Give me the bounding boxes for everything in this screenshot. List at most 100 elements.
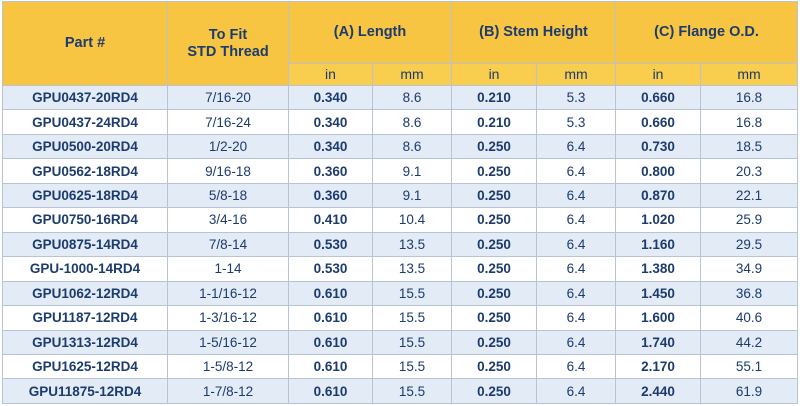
table-row: GPU0562-18RD4 9/16-18 0.360 9.1 0.250 6.4 0.80…	[2, 158, 799, 184]
cell-length-in: 0.610	[288, 305, 373, 331]
cell-length-mm: 10.4	[371, 207, 453, 233]
cell-flange-in: 1.020	[615, 207, 702, 233]
cell-flange-in: 1.600	[615, 305, 702, 331]
cell-stem-in: 0.250	[451, 207, 538, 233]
cell-stem-in: 0.250	[451, 280, 538, 307]
cell-length-mm: 9.1	[371, 158, 453, 184]
cell-length-mm: 15.5	[371, 353, 453, 380]
cell-stem-in: 0.250	[451, 305, 538, 331]
cell-length-mm: 13.5	[371, 256, 453, 282]
table-row: GPU0437-24RD4 7/16-24 0.340 8.6 0.210 5.3 0.66…	[2, 109, 799, 135]
cell-part-number: GPU0437-24RD4	[2, 109, 168, 135]
cell-length-in: 0.410	[288, 207, 373, 233]
table-header: Part # To Fit STD Thread (A) Length (B) …	[2, 1, 799, 86]
cell-stem-in: 0.250	[451, 158, 538, 184]
cell-part-number: GPU1187-12RD4	[2, 305, 168, 331]
cell-length-in: 0.530	[288, 256, 373, 282]
table-row: GPU0437-20RD4 7/16-20 0.340 8.6 0.210 5.3 0.66…	[2, 84, 799, 111]
cell-flange-mm: 20.3	[700, 158, 799, 184]
cell-part-number: GPU0500-20RD4	[2, 133, 168, 160]
cell-length-in: 0.340	[288, 109, 373, 135]
cell-flange-in: 0.800	[615, 158, 702, 184]
cell-flange-in: 0.730	[615, 133, 702, 160]
cell-length-mm: 15.5	[371, 329, 453, 355]
header-length: (A) Length	[287, 1, 453, 64]
cell-thread: 7/16-24	[167, 109, 289, 135]
cell-flange-in: 2.170	[615, 353, 702, 380]
cell-stem-mm: 6.4	[536, 329, 617, 355]
cell-length-in: 0.610	[288, 353, 373, 380]
table-row: GPU-1000-14RD4 1-14 0.530 13.5 0.250 6.4 1.380…	[2, 256, 799, 282]
cell-part-number: GPU11875-12RD4	[2, 378, 168, 404]
cell-flange-mm: 55.1	[700, 353, 799, 380]
cell-length-in: 0.340	[288, 133, 373, 160]
cell-flange-in: 1.740	[615, 329, 702, 355]
cell-length-mm: 15.5	[371, 305, 453, 331]
cell-flange-mm: 36.8	[700, 280, 799, 307]
cell-part-number: GPU1062-12RD4	[2, 280, 168, 307]
cell-stem-mm: 6.4	[536, 353, 617, 380]
cell-stem-mm: 6.4	[536, 133, 617, 160]
unit-stem-mm: mm	[536, 63, 617, 86]
cell-flange-mm: 22.1	[700, 182, 799, 209]
cell-stem-in: 0.250	[451, 329, 538, 355]
cell-stem-mm: 6.4	[536, 207, 617, 233]
cell-thread: 7/8-14	[167, 231, 289, 258]
header-thread-line2: STD Thread	[187, 43, 269, 60]
cell-stem-mm: 6.4	[536, 305, 617, 331]
cell-stem-in: 0.250	[451, 182, 538, 209]
cell-flange-mm: 16.8	[700, 84, 799, 111]
cell-part-number: GPU0625-18RD4	[2, 182, 168, 209]
cell-length-mm: 9.1	[371, 182, 453, 209]
cell-flange-mm: 16.8	[700, 109, 799, 135]
cell-flange-in: 1.450	[615, 280, 702, 307]
cell-flange-in: 1.160	[615, 231, 702, 258]
cell-length-mm: 15.5	[371, 280, 453, 307]
cell-length-mm: 8.6	[371, 109, 453, 135]
table-row: GPU1062-12RD4 1-1/16-12 0.610 15.5 0.250 6.4 1…	[2, 280, 799, 307]
cell-stem-mm: 6.4	[536, 182, 617, 209]
cell-flange-in: 0.660	[615, 84, 702, 111]
cell-stem-mm: 6.4	[536, 256, 617, 282]
cell-thread: 1-5/16-12	[167, 329, 289, 355]
cell-flange-in: 0.660	[615, 109, 702, 135]
cell-part-number: GPU0562-18RD4	[2, 158, 168, 184]
cell-flange-mm: 29.5	[700, 231, 799, 258]
cell-thread: 3/4-16	[167, 207, 289, 233]
cell-flange-in: 0.870	[615, 182, 702, 209]
cell-stem-in: 0.250	[451, 353, 538, 380]
cell-thread: 1-1/16-12	[167, 280, 289, 307]
cell-stem-mm: 6.4	[536, 231, 617, 258]
cell-thread: 9/16-18	[167, 158, 289, 184]
cell-part-number: GPU0437-20RD4	[2, 84, 168, 111]
header-row-main: Part # To Fit STD Thread (A) Length (B) …	[2, 1, 799, 86]
unit-stem-in: in	[451, 63, 538, 86]
header-flange-od: (C) Flange O.D.	[615, 1, 799, 64]
cell-part-number: GPU0875-14RD4	[2, 231, 168, 258]
cell-thread: 1/2-20	[167, 133, 289, 160]
cell-stem-in: 0.250	[451, 231, 538, 258]
table-row: GPU1187-12RD4 1-3/16-12 0.610 15.5 0.250 6.4 1…	[2, 305, 799, 331]
table-row: GPU0625-18RD4 5/8-18 0.360 9.1 0.250 6.4 0.870…	[2, 182, 799, 209]
cell-length-in: 0.610	[288, 378, 373, 404]
table-row: GPU1313-12RD4 1-5/16-12 0.610 15.5 0.250 6.4 1…	[2, 329, 799, 355]
table-row: GPU0750-16RD4 3/4-16 0.410 10.4 0.250 6.4 1.02…	[2, 207, 799, 233]
unit-flange-mm: mm	[700, 63, 799, 86]
cell-stem-mm: 5.3	[536, 109, 617, 135]
cell-thread: 7/16-20	[167, 84, 289, 111]
table-row: GPU11875-12RD4 1-7/8-12 0.610 15.5 0.250 6.4 2…	[2, 378, 799, 404]
unit-length-mm: mm	[371, 63, 453, 86]
cell-length-mm: 15.5	[371, 378, 453, 404]
table-row: GPU0500-20RD4 1/2-20 0.340 8.6 0.250 6.4 0.730…	[2, 133, 799, 160]
cell-stem-mm: 6.4	[536, 158, 617, 184]
cell-length-in: 0.610	[288, 329, 373, 355]
cell-length-in: 0.360	[288, 182, 373, 209]
cell-part-number: GPU1313-12RD4	[2, 329, 168, 355]
cell-thread: 1-14	[167, 256, 289, 282]
cell-stem-in: 0.210	[451, 84, 538, 111]
cell-length-in: 0.360	[288, 158, 373, 184]
table-body: GPU0437-20RD4 7/16-20 0.340 8.6 0.210 5.3 0.66…	[2, 84, 799, 404]
cell-flange-in: 1.380	[615, 256, 702, 282]
